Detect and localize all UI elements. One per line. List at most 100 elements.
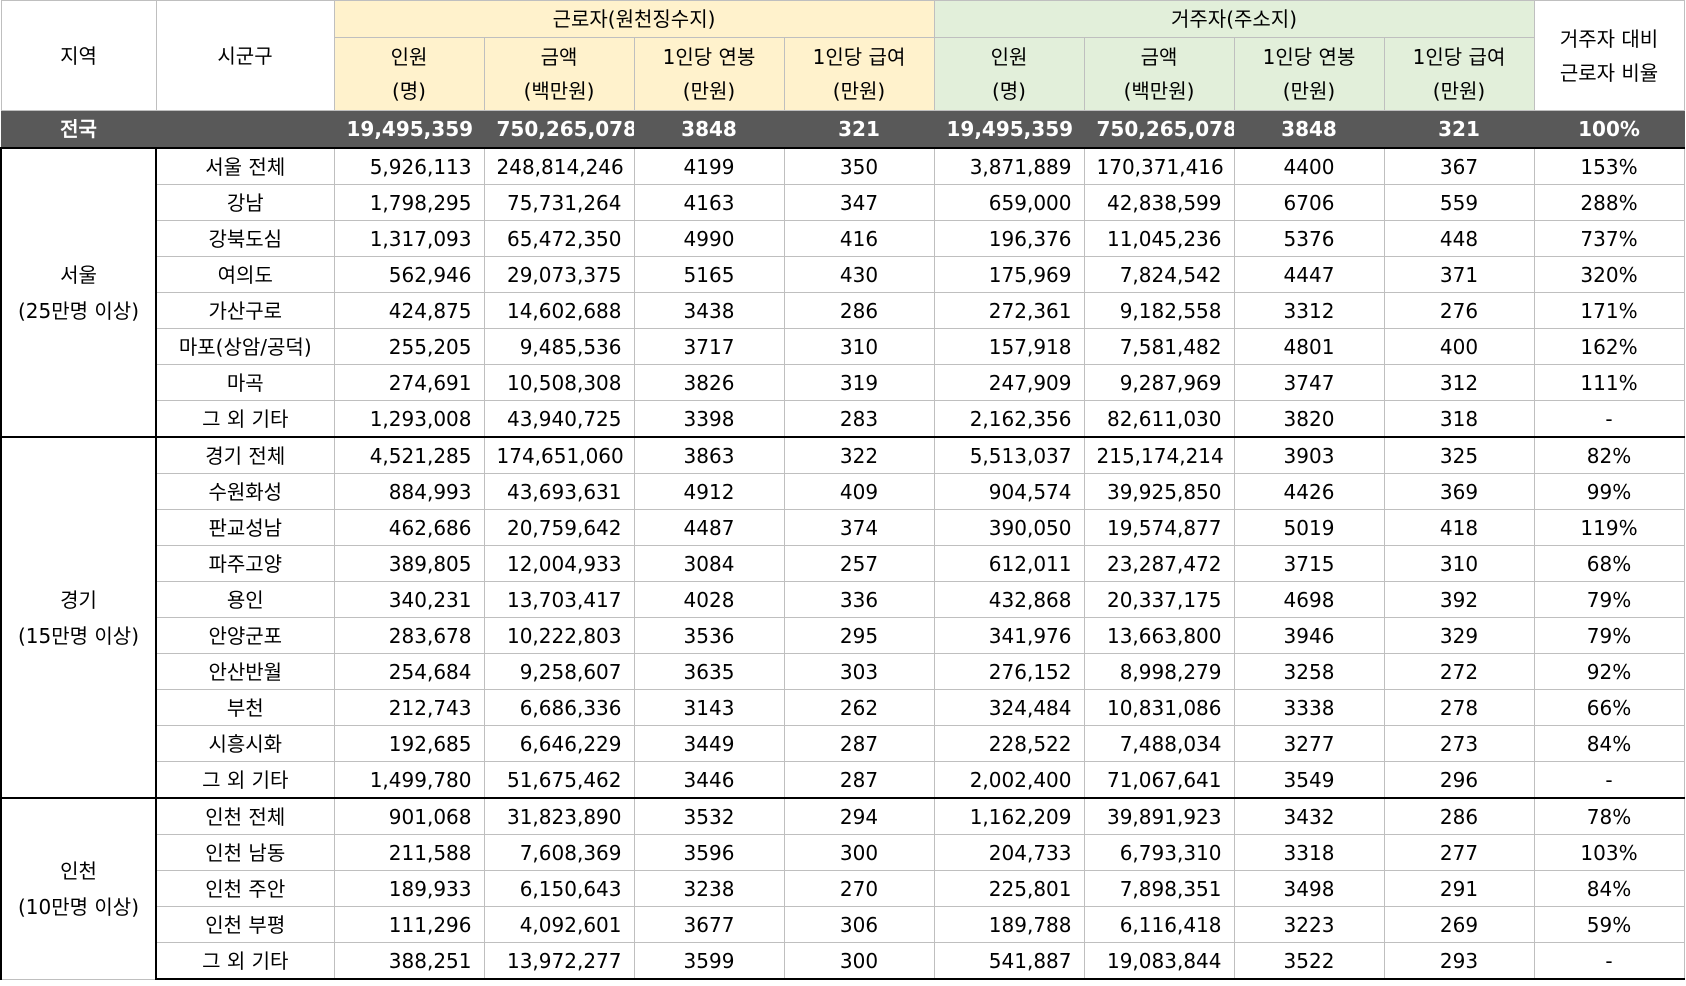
value-cell: 7,488,034: [1083, 725, 1235, 762]
data-row: 강북도심 1,317,093 65,472,350 4990 416 196,376 11,…: [1, 220, 1685, 257]
subheader-cell: 1인당 급여 (만원): [783, 37, 935, 111]
value-cell: 1,317,093: [333, 220, 485, 257]
value-cell: 3084: [633, 545, 785, 582]
value-cell: 9,485,536: [483, 328, 635, 365]
value-cell: 13,703,417: [483, 581, 635, 618]
value-cell: 215,174,214: [1083, 436, 1235, 474]
value-cell: 3446: [633, 761, 785, 799]
total-row: 전국 19,495,359 750,265,078 3848 321 19,495,359…: [0, 110, 1685, 149]
value-cell: 82,611,030: [1083, 400, 1235, 438]
district-cell: 강북도심: [155, 220, 335, 257]
value-cell: 432,868: [933, 581, 1085, 618]
value-cell: 5019: [1233, 509, 1385, 546]
data-row: 인천 남동 211,588 7,608,369 3596 300 204,733 6,793…: [1, 834, 1685, 871]
value-cell: 79%: [1533, 581, 1685, 618]
value-cell: 269: [1383, 906, 1535, 943]
value-cell: 13,663,800: [1083, 617, 1235, 654]
total-cell: [155, 110, 335, 149]
value-cell: 4698: [1233, 581, 1385, 618]
value-cell: 3635: [633, 653, 785, 690]
total-cell: 3848: [1233, 110, 1385, 149]
value-cell: 3549: [1233, 761, 1385, 799]
value-cell: 4447: [1233, 256, 1385, 293]
value-cell: 10,508,308: [483, 364, 635, 401]
value-cell: 319: [783, 364, 935, 401]
value-cell: 322: [783, 436, 935, 474]
value-cell: 212,743: [333, 689, 485, 726]
value-cell: 4,092,601: [483, 906, 635, 943]
data-row: 용인 340,231 13,703,417 4028 336 432,868 20,337,…: [1, 581, 1685, 618]
value-cell: 371: [1383, 256, 1535, 293]
value-cell: 66%: [1533, 689, 1685, 726]
value-cell: 3338: [1233, 689, 1385, 726]
value-cell: 283: [783, 400, 935, 438]
subheader-cell: 1인당 연봉 (만원): [1233, 37, 1385, 111]
value-cell: 71,067,641: [1083, 761, 1235, 799]
district-cell: 강남: [155, 184, 335, 221]
value-cell: 541,887: [933, 942, 1085, 980]
value-cell: 287: [783, 761, 935, 799]
data-row: 인천 부평 111,296 4,092,601 3677 306 189,788 6,116…: [1, 906, 1685, 943]
value-cell: 388,251: [333, 942, 485, 980]
value-cell: 390,050: [933, 509, 1085, 546]
data-row: 마곡 274,691 10,508,308 3826 319 247,909 9,287,9…: [1, 364, 1685, 401]
value-cell: 68%: [1533, 545, 1685, 582]
value-cell: 374: [783, 509, 935, 546]
value-cell: 392: [1383, 581, 1535, 618]
value-cell: 4163: [633, 184, 785, 221]
data-row: 수원화성 884,993 43,693,631 4912 409 904,574 39,92…: [1, 473, 1685, 510]
value-cell: 262: [783, 689, 935, 726]
value-cell: 310: [783, 328, 935, 365]
value-cell: 51,675,462: [483, 761, 635, 799]
value-cell: 7,581,482: [1083, 328, 1235, 365]
value-cell: 9,287,969: [1083, 364, 1235, 401]
subheader-cell: 금액 (백만원): [1083, 37, 1235, 111]
value-cell: 295: [783, 617, 935, 654]
value-cell: 296: [1383, 761, 1535, 799]
value-cell: 273: [1383, 725, 1535, 762]
value-cell: 4028: [633, 581, 785, 618]
value-cell: 6,116,418: [1083, 906, 1235, 943]
value-cell: 430: [783, 256, 935, 293]
value-cell: 14,602,688: [483, 292, 635, 329]
value-cell: 3532: [633, 797, 785, 835]
value-cell: 3277: [1233, 725, 1385, 762]
value-cell: 291: [1383, 870, 1535, 907]
header-cell: 거주자 대비 근로자 비율: [1533, 0, 1685, 111]
data-row: 파주고양 389,805 12,004,933 3084 257 612,011 23,28…: [1, 545, 1685, 582]
header-cell: 시군구: [155, 0, 335, 111]
value-cell: 5,926,113: [333, 147, 485, 185]
value-cell: 3498: [1233, 870, 1385, 907]
region-cell: 경기 (15만명 이상): [0, 436, 157, 799]
value-cell: 310: [1383, 545, 1535, 582]
value-cell: 270: [783, 870, 935, 907]
value-cell: 162%: [1533, 328, 1685, 365]
value-cell: 274,691: [333, 364, 485, 401]
value-cell: 153%: [1533, 147, 1685, 185]
value-cell: 10,222,803: [483, 617, 635, 654]
value-cell: 306: [783, 906, 935, 943]
value-cell: 189,933: [333, 870, 485, 907]
value-cell: 211,588: [333, 834, 485, 871]
district-cell: 안산반월: [155, 653, 335, 690]
value-cell: 3258: [1233, 653, 1385, 690]
value-cell: 4199: [633, 147, 785, 185]
value-cell: 92%: [1533, 653, 1685, 690]
value-cell: 79%: [1533, 617, 1685, 654]
data-row: 강남 1,798,295 75,731,264 4163 347 659,000 42,83…: [1, 184, 1685, 221]
value-cell: 350: [783, 147, 935, 185]
value-cell: 448: [1383, 220, 1535, 257]
value-cell: 325: [1383, 436, 1535, 474]
subheader-cell: 금액 (백만원): [483, 37, 635, 111]
value-cell: 300: [783, 942, 935, 980]
value-cell: 189,788: [933, 906, 1085, 943]
value-cell: 367: [1383, 147, 1535, 185]
value-cell: 6,686,336: [483, 689, 635, 726]
district-cell: 그 외 기타: [155, 761, 335, 799]
district-cell: 경기 전체: [155, 436, 335, 474]
total-cell: 3848: [633, 110, 785, 149]
value-cell: 659,000: [933, 184, 1085, 221]
district-cell: 인천 부평: [155, 906, 335, 943]
value-cell: 612,011: [933, 545, 1085, 582]
